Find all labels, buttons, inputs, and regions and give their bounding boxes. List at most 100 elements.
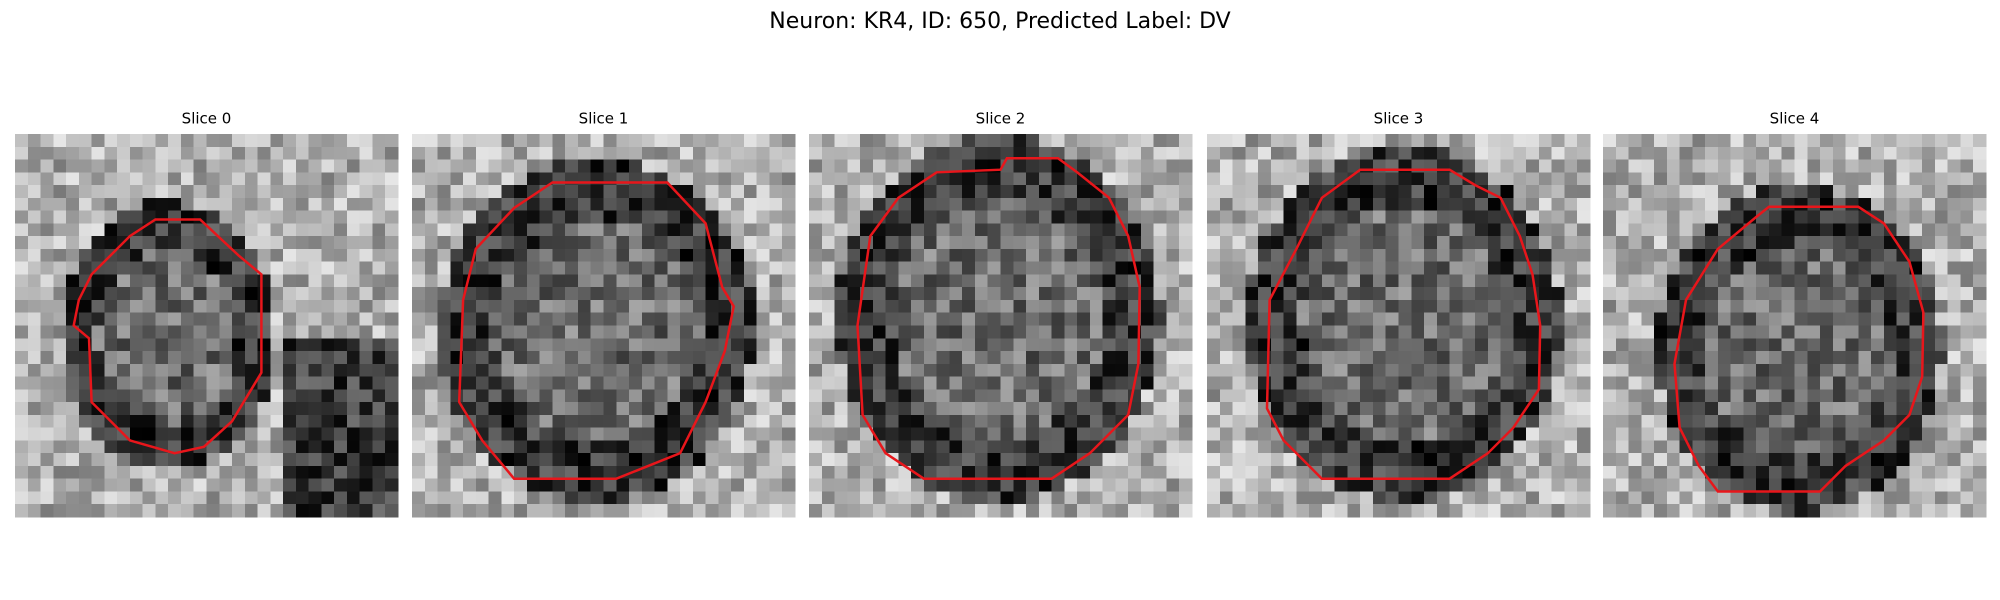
pixel [155, 427, 169, 441]
pixel [731, 210, 745, 224]
pixel [488, 159, 502, 173]
pixel [257, 197, 271, 212]
pixel [1283, 389, 1297, 403]
pixel [488, 453, 502, 467]
pixel [809, 478, 823, 493]
pixel [270, 478, 284, 493]
pixel [1934, 185, 1949, 199]
pixel [743, 274, 758, 288]
pixel [1717, 299, 1732, 314]
pixel [692, 134, 707, 148]
pixel [769, 146, 783, 161]
pixel [1743, 504, 1757, 518]
pixel [1628, 325, 1642, 339]
pixel [898, 287, 912, 301]
pixel [1628, 465, 1642, 480]
pixel [1564, 363, 1578, 378]
pixel [1896, 146, 1910, 161]
pixel [1013, 414, 1027, 429]
pixel [27, 376, 42, 390]
pixel [1692, 351, 1706, 365]
image-panel: Slice 4 [1603, 110, 1987, 518]
pixel [283, 248, 297, 263]
pixel [450, 223, 464, 237]
pixel [1411, 414, 1425, 429]
pixel [1794, 223, 1808, 237]
pixel [1807, 287, 1821, 301]
pixel [705, 185, 719, 199]
pixel [782, 159, 796, 173]
pixel [1102, 325, 1116, 339]
pixel [872, 504, 887, 518]
pixel [1487, 465, 1502, 480]
pixel [463, 338, 477, 352]
pixel [1768, 312, 1783, 327]
pixel [412, 351, 426, 365]
pixel [1909, 427, 1923, 441]
pixel [987, 146, 1002, 161]
pixel [463, 325, 477, 339]
pixel [1577, 376, 1591, 390]
pixel [577, 325, 592, 339]
pixel [1449, 236, 1463, 250]
pixel [1000, 261, 1014, 276]
pixel [66, 504, 80, 518]
pixel [718, 427, 732, 441]
pixel [308, 389, 322, 403]
pixel [885, 299, 899, 314]
pixel [1615, 172, 1630, 186]
pixel [359, 172, 374, 186]
pixel [1832, 478, 1847, 493]
pixel [1296, 197, 1310, 212]
pixel [1089, 427, 1104, 441]
pixel [1026, 389, 1040, 403]
pixel [180, 414, 195, 429]
pixel [552, 363, 566, 378]
pixel [1883, 491, 1898, 505]
pixel [424, 440, 439, 454]
pixel [372, 389, 386, 403]
pixel [911, 210, 925, 224]
pixel [66, 223, 80, 237]
pixel [756, 389, 771, 403]
pixel [1424, 210, 1438, 224]
pixel [1283, 414, 1297, 429]
pixel [295, 248, 310, 263]
pixel [1679, 363, 1693, 378]
pixel [1871, 248, 1885, 263]
pixel [1756, 427, 1770, 441]
pixel [1026, 248, 1040, 263]
pixel [450, 504, 464, 518]
pixel [180, 248, 195, 263]
pixel [974, 351, 989, 365]
pixel [603, 363, 617, 378]
pixel [270, 389, 284, 403]
pixel [1245, 351, 1259, 365]
pixel [66, 338, 80, 352]
pixel [1245, 427, 1259, 441]
pixel [769, 274, 783, 288]
pixel [206, 134, 220, 148]
pixel [424, 236, 439, 250]
pixel [1449, 134, 1463, 148]
pixel [91, 414, 105, 429]
pixel [1730, 389, 1745, 403]
pixel [962, 427, 976, 441]
pixel [1781, 402, 1796, 416]
pixel [1309, 389, 1323, 403]
pixel [1756, 159, 1770, 173]
pixel [834, 351, 848, 365]
pixel [1973, 478, 1987, 493]
pixel [244, 159, 259, 173]
pixel [1219, 261, 1234, 276]
pixel [1140, 159, 1155, 173]
pixel [667, 223, 681, 237]
pixel [974, 465, 989, 480]
pixel [463, 351, 477, 365]
pixel [1475, 261, 1489, 276]
pixel [1730, 453, 1745, 467]
pixel [1089, 465, 1104, 480]
pixel [1128, 197, 1142, 212]
pixel [1166, 491, 1180, 505]
pixel [1679, 402, 1693, 416]
